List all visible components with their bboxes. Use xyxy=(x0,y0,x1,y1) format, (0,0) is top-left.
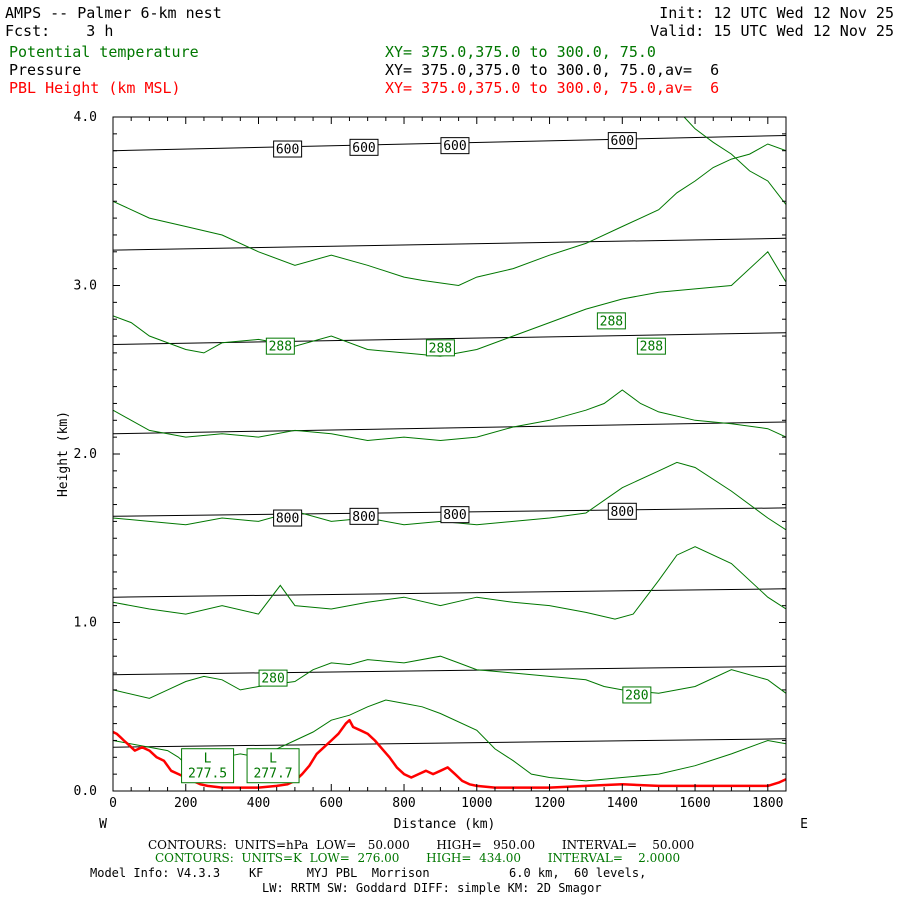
footer-model-info: Model Info: V4.3.3 KF MYJ PBL Morrison 6… xyxy=(90,866,647,880)
theta-label-280-text: 280 xyxy=(261,672,284,687)
pressure-contour-750 xyxy=(113,421,786,435)
contour-labels: 600 600 600 600 800 800 800 800 288 288 288 288 280 2… xyxy=(181,132,666,784)
theta-label-280: 280 xyxy=(622,686,652,704)
legend-pbl-label: PBL Height (km MSL) xyxy=(9,79,181,97)
theta-contour-5 xyxy=(113,546,786,620)
x-tick-label: 1600 xyxy=(679,796,710,811)
theta-label-280-text: 280 xyxy=(625,688,648,703)
y-tick-label: 0.0 xyxy=(74,784,97,799)
footer-pressure-contours: CONTOURS: UNITS=hPa LOW= 50.000 HIGH= 95… xyxy=(148,838,695,852)
theta-label-280: 280 xyxy=(258,669,288,687)
theta-label-288-text: 288 xyxy=(269,340,292,355)
theta-low-letter: L xyxy=(204,752,212,767)
pressure-contour-950 xyxy=(113,738,786,748)
pressure-label-800-text: 800 xyxy=(611,505,634,520)
x-axis-east-label: E xyxy=(800,817,808,832)
pressure-label-800: 800 xyxy=(440,506,470,524)
theta-contour-4 xyxy=(113,461,786,531)
theta-contours xyxy=(113,117,786,782)
pressure-label-800-text: 800 xyxy=(443,508,466,523)
x-tick-label: 1400 xyxy=(607,796,638,811)
theta-label-288-text: 288 xyxy=(640,340,663,355)
y-tick-label: 2.0 xyxy=(74,447,97,462)
legend-pressure-label: Pressure xyxy=(9,61,82,79)
theta-label-288: 288 xyxy=(425,339,455,357)
x-tick-label: 200 xyxy=(174,796,197,811)
footer-physics: LW: RRTM SW: Goddard DIFF: simple KM: 2D… xyxy=(262,881,602,895)
x-tick-label: 600 xyxy=(320,796,343,811)
pressure-label-800: 800 xyxy=(349,507,379,525)
pressure-contours xyxy=(113,135,786,748)
footer-theta-contours: CONTOURS: UNITS=K LOW= 276.00 HIGH= 434.… xyxy=(155,851,681,865)
theta-label-288: 288 xyxy=(265,337,295,355)
pressure-label-800: 800 xyxy=(607,502,637,520)
pressure-label-600: 600 xyxy=(607,132,637,150)
pressure-label-800-text: 800 xyxy=(276,512,299,527)
theta-label-288-text: 288 xyxy=(429,341,452,356)
pressure-label-600-text: 600 xyxy=(352,141,375,156)
theta-label-288: 288 xyxy=(596,312,626,330)
theta-contour-2 xyxy=(113,251,786,357)
plot-title: AMPS -- Palmer 6-km nest xyxy=(5,4,222,22)
x-axis-label: Distance (km) xyxy=(394,817,496,832)
theta-label-288: 288 xyxy=(636,337,666,355)
pressure-label-800: 800 xyxy=(273,509,303,527)
legend-pressure-xy: XY= 375.0,375.0 to 300.0, 75.0,av= 6 xyxy=(385,61,720,79)
theta-low-letter: L xyxy=(269,752,277,767)
pressure-label-600-text: 600 xyxy=(611,134,634,149)
pressure-label-800-text: 800 xyxy=(352,510,375,525)
legend-pbl-xy: XY= 375.0,375.0 to 300.0, 75.0,av= 6 xyxy=(385,79,720,97)
pressure-label-600-text: 600 xyxy=(443,139,466,154)
init-time: Init: 12 UTC Wed 12 Nov 25 xyxy=(659,4,894,22)
pressure-contour-650 xyxy=(113,237,786,251)
y-tick-label: 4.0 xyxy=(74,110,97,125)
pressure-label-600: 600 xyxy=(349,138,379,156)
plot-border xyxy=(112,116,787,792)
axes: 0 200 400 600 800 1000 1200 1400 1600 1800 0.0 1.0 2… xyxy=(56,110,808,832)
pressure-contour-900 xyxy=(113,665,786,676)
forecast-hour: Fcst: 3 h xyxy=(5,22,114,40)
pressure-contour-850 xyxy=(113,588,786,598)
plot-frame xyxy=(112,116,787,792)
x-tick-label: 800 xyxy=(392,796,415,811)
pbl-height-series xyxy=(113,718,786,789)
x-tick-label: 400 xyxy=(247,796,270,811)
valid-time: Valid: 15 UTC Wed 12 Nov 25 xyxy=(650,22,894,40)
pressure-label-600-text: 600 xyxy=(276,143,299,158)
x-tick-label: 1800 xyxy=(752,796,783,811)
theta-low-value: 277.5 xyxy=(188,767,227,782)
theta-contour-6 xyxy=(113,655,786,699)
theta-contour-3 xyxy=(113,389,786,442)
x-tick-label: 1000 xyxy=(461,796,492,811)
x-tick-label: 1200 xyxy=(534,796,565,811)
pressure-label-600: 600 xyxy=(440,137,470,155)
x-axis-west-label: W xyxy=(99,817,107,832)
legend-theta-xy: XY= 375.0,375.0 to 300.0, 75.0 xyxy=(385,43,656,61)
theta-contour-0 xyxy=(683,117,786,205)
x-tick-label: 0 xyxy=(109,796,117,811)
theta-label-288-text: 288 xyxy=(600,314,623,329)
pressure-label-600: 600 xyxy=(273,140,303,158)
y-axis-label: Height (km) xyxy=(56,411,71,497)
theta-low-value: 277.7 xyxy=(253,767,292,782)
legend-theta-label: Potential temperature xyxy=(9,43,199,61)
y-tick-label: 3.0 xyxy=(74,279,97,294)
theta-contour-1 xyxy=(113,143,786,287)
y-tick-label: 1.0 xyxy=(74,616,97,631)
pbl-height-line xyxy=(113,718,786,789)
